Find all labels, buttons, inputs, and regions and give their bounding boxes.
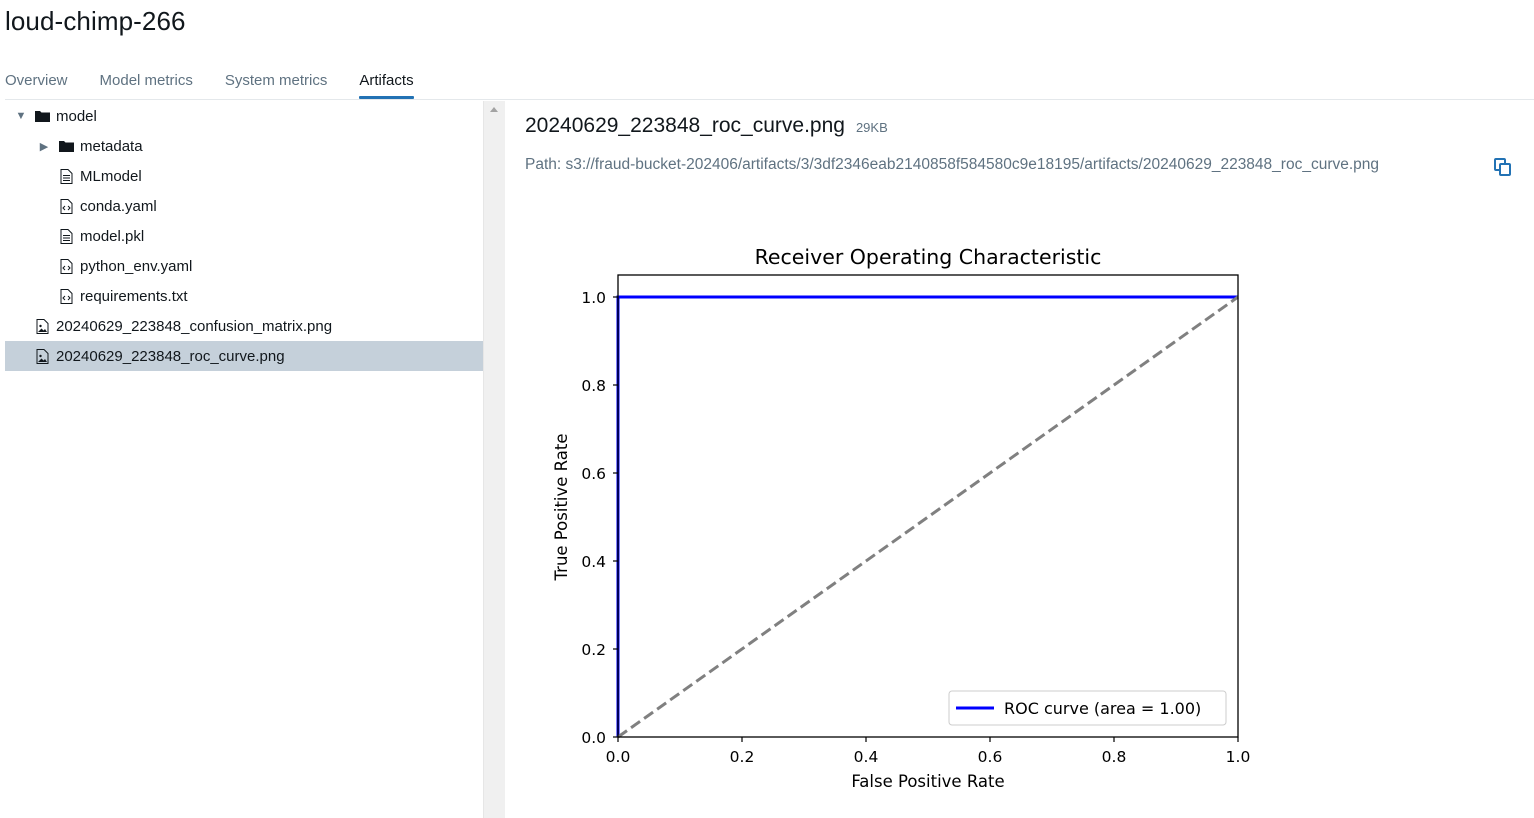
tabs-divider (5, 99, 1534, 100)
caret-right-icon[interactable]: ▶ (39, 140, 49, 153)
y-tick-label: 0.2 (581, 641, 606, 659)
tab-model-metrics[interactable]: Model metrics (99, 72, 193, 89)
artifact-file-size: 29KB (855, 120, 888, 135)
y-tick-label: 0.4 (581, 553, 606, 571)
tree-item-label: requirements.txt (80, 287, 188, 305)
copy-icon[interactable] (1493, 157, 1513, 177)
tree-scrollbar[interactable] (483, 101, 505, 818)
tree-item-metadata[interactable]: ▶ metadata (5, 131, 483, 161)
x-tick-label: 0.8 (1102, 748, 1127, 766)
roc-chart: Receiver Operating Characteristic 0.0 0.2… (552, 245, 1251, 791)
y-axis-label: True Positive Rate (552, 434, 571, 582)
y-tick-label: 1.0 (581, 289, 606, 307)
artifact-header: 20240629_223848_roc_curve.png 29KB (525, 114, 888, 138)
tree-item-confusion-matrix-png[interactable]: 20240629_223848_confusion_matrix.png (5, 311, 483, 341)
tree-item-label: MLmodel (80, 167, 142, 185)
folder-icon (34, 108, 50, 124)
x-tick-label: 1.0 (1226, 748, 1251, 766)
file-icon (58, 228, 74, 244)
tree-item-conda-yaml[interactable]: conda.yaml (5, 191, 483, 221)
legend-label: ROC curve (area = 1.00) (1004, 699, 1201, 718)
chart-title: Receiver Operating Characteristic (755, 245, 1102, 269)
tree-item-mlmodel[interactable]: MLmodel (5, 161, 483, 191)
tree-item-label: 20240629_223848_confusion_matrix.png (56, 317, 333, 335)
tree-item-roc-curve-png[interactable]: 20240629_223848_roc_curve.png (5, 341, 483, 371)
x-axis-label: False Positive Rate (851, 772, 1004, 791)
plot-frame (617, 274, 1239, 738)
tab-bar: Overview Model metrics System metrics Ar… (5, 72, 446, 100)
x-tick-label: 0.6 (978, 748, 1003, 766)
tree-item-label: metadata (80, 137, 143, 155)
y-tick-label: 0.6 (581, 465, 606, 483)
code-file-icon (58, 258, 74, 274)
image-file-icon (34, 318, 50, 334)
tree-item-label: model.pkl (80, 227, 145, 245)
tab-overview[interactable]: Overview (5, 72, 68, 89)
legend-box (948, 690, 1227, 726)
scroll-up-arrow-icon[interactable] (490, 107, 498, 112)
tree-item-label: python_env.yaml (80, 257, 193, 275)
folder-icon (58, 138, 74, 154)
x-tick-label: 0.2 (730, 748, 755, 766)
tree-item-model-pkl[interactable]: model.pkl (5, 221, 483, 251)
run-title: loud-chimp-266 (5, 6, 186, 36)
tree-item-requirements-txt[interactable]: requirements.txt (5, 281, 483, 311)
artifact-path: Path: s3://fraud-bucket-202406/artifacts… (525, 156, 1380, 173)
diagonal-reference-line (617, 295, 1239, 739)
y-tick-label: 0.0 (581, 729, 606, 747)
tree-item-label: 20240629_223848_roc_curve.png (56, 347, 285, 365)
tree-item-label: conda.yaml (80, 197, 157, 215)
caret-down-icon[interactable]: ▼ (15, 110, 27, 122)
y-tick-label: 0.8 (581, 377, 606, 395)
tree-item-label: model (56, 107, 97, 125)
tab-artifacts[interactable]: Artifacts (359, 72, 414, 100)
plot-area: 0.0 0.2 0.4 0.6 0.8 1.0 0.0 0.2 0.4 0.6 0.8 1.0 ROC … (581, 274, 1251, 766)
x-tick-label: 0.4 (854, 748, 879, 766)
x-tick-label: 0.0 (606, 748, 631, 766)
file-icon (58, 168, 74, 184)
image-file-icon (34, 348, 50, 364)
code-file-icon (58, 288, 74, 304)
artifact-file-name: 20240629_223848_roc_curve.png (525, 114, 845, 137)
artifact-tree: ▼ model ▶ metadata MLmodel conda.yaml mo… (5, 101, 483, 818)
tree-item-model[interactable]: ▼ model (5, 101, 483, 131)
tab-system-metrics[interactable]: System metrics (224, 72, 328, 89)
tree-item-python-env-yaml[interactable]: python_env.yaml (5, 251, 483, 281)
code-file-icon (58, 198, 74, 214)
